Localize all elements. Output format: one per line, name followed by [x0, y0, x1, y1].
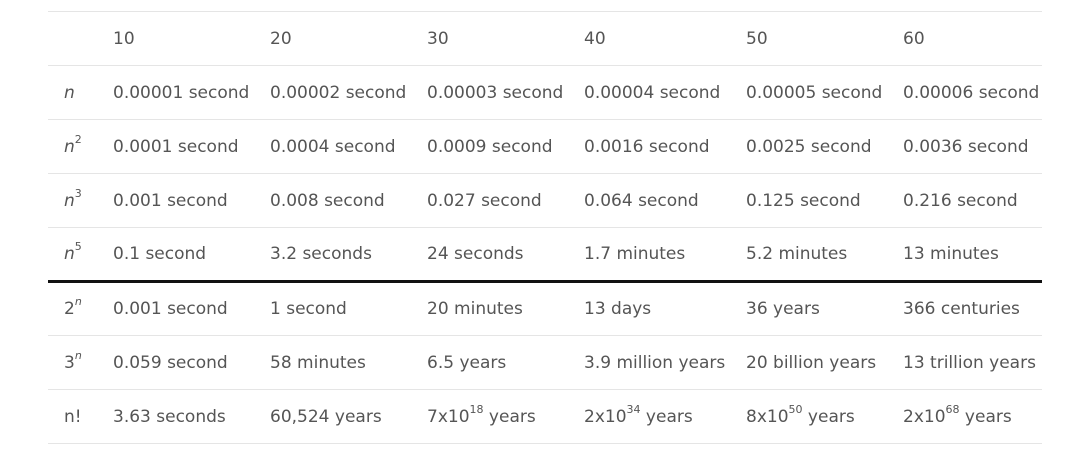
- function-exponent: 5: [74, 240, 82, 254]
- corner-cell: [48, 12, 113, 66]
- time-cell: 60,524 years: [270, 406, 382, 427]
- time-cell: 7x1018 years: [427, 390, 584, 444]
- row-function-label: 3n: [48, 336, 113, 390]
- time-cell: 13 days: [584, 299, 652, 319]
- time-cell: 0.00006 second: [903, 82, 1040, 103]
- function-exponent: 2: [74, 132, 82, 146]
- function-exponent: 3: [74, 186, 82, 200]
- time-cell: 58 minutes: [270, 352, 366, 373]
- time-cell: 13 minutes: [903, 244, 999, 264]
- time-exponent: 18: [469, 402, 484, 416]
- time-cell: 0.001 second: [113, 299, 228, 319]
- function-exponent: n: [74, 295, 82, 309]
- table-row: n5 0.1 second 3.2 seconds 24 seconds 1.7 min…: [48, 227, 1042, 282]
- time-cell: 6.5 years: [427, 352, 507, 373]
- time-cell: 13 trillion years: [903, 352, 1036, 373]
- time-cell: 0.00002 second: [270, 82, 407, 103]
- time-mantissa: 8x10: [746, 406, 789, 427]
- time-cell: 0.0001 second: [113, 136, 239, 157]
- row-function-label: n5: [48, 228, 113, 282]
- time-cell: 20 billion years: [746, 352, 877, 373]
- time-cell: 1.7 minutes: [584, 244, 686, 264]
- time-cell: 0.00003 second: [427, 82, 564, 103]
- time-cell: 0.00005 second: [746, 82, 883, 103]
- table-row: 3n 0.059 second 58 minutes 6.5 years 3.9 mil…: [48, 335, 1042, 390]
- time-cell: 0.125 second: [746, 190, 861, 211]
- row-function-label: n3: [48, 174, 113, 228]
- header-cell-n: 40: [584, 28, 606, 49]
- header-cell-n: 10: [113, 28, 135, 49]
- time-cell: 0.059 second: [113, 352, 228, 373]
- header-cell-n: 20: [270, 28, 292, 49]
- time-exponent: 50: [788, 402, 803, 416]
- time-cell: 0.0016 second: [584, 136, 710, 157]
- time-mantissa: 2x10: [903, 406, 946, 427]
- table-row: n3 0.001 second 0.008 second 0.027 second 0.…: [48, 173, 1042, 228]
- table-row: n 0.00001 second 0.00002 second 0.00003 sec…: [48, 65, 1042, 120]
- growth-rate-table: 10 20 30 40 50 60 n 0.00001 second 0.00002…: [48, 11, 1042, 444]
- time-cell: 0.0036 second: [903, 136, 1029, 157]
- row-function-label: n: [48, 66, 113, 120]
- time-cell: 36 years: [746, 299, 820, 319]
- time-mantissa: 2x10: [584, 406, 627, 427]
- function-base: n!: [64, 406, 82, 427]
- time-cell: 0.1 second: [113, 244, 207, 264]
- time-cell: 0.0004 second: [270, 136, 396, 157]
- time-cell: 366 centuries: [903, 299, 1020, 319]
- function-base: 3: [64, 352, 75, 373]
- function-base: n: [64, 136, 75, 157]
- time-cell: 3.63 seconds: [113, 406, 226, 427]
- table-row: 2n 0.001 second 1 second 20 minutes 13 days 3…: [48, 281, 1042, 336]
- time-cell: 0.0009 second: [427, 136, 553, 157]
- time-cell: 24 seconds: [427, 244, 524, 264]
- time-cell: 3.9 million years: [584, 352, 726, 373]
- function-base: n: [64, 244, 75, 264]
- time-cell: 0.008 second: [270, 190, 385, 211]
- time-cell: 0.027 second: [427, 190, 542, 211]
- time-unit: years: [802, 406, 855, 427]
- time-unit: years: [959, 406, 1012, 427]
- row-function-label: n!: [48, 390, 113, 444]
- time-cell: 0.001 second: [113, 190, 228, 211]
- time-cell: 3.2 seconds: [270, 244, 372, 264]
- function-base: n: [64, 82, 75, 103]
- header-cell-n: 50: [746, 28, 768, 49]
- table-row: n2 0.0001 second 0.0004 second 0.0009 secon…: [48, 119, 1042, 174]
- time-cell: 0.064 second: [584, 190, 699, 211]
- time-cell: 1 second: [270, 299, 347, 319]
- time-exponent: 68: [945, 402, 960, 416]
- function-base: n: [64, 190, 75, 211]
- table-row: n! 3.63 seconds 60,524 years 7x1018 years 2x…: [48, 389, 1042, 444]
- function-base: 2: [64, 299, 75, 319]
- time-exponent: 34: [626, 402, 641, 416]
- row-function-label: n2: [48, 120, 113, 174]
- header-row: 10 20 30 40 50 60: [48, 11, 1042, 66]
- time-cell: 0.216 second: [903, 190, 1018, 211]
- time-cell: 2x1034 years: [584, 390, 746, 444]
- time-cell: 0.00001 second: [113, 82, 250, 103]
- time-unit: years: [483, 406, 536, 427]
- time-cell: 20 minutes: [427, 299, 523, 319]
- time-cell: 0.00004 second: [584, 82, 721, 103]
- complexity-table-container: 10 20 30 40 50 60 n 0.00001 second 0.00002…: [48, 11, 1042, 444]
- time-cell: 8x1050 years: [746, 390, 903, 444]
- row-function-label: 2n: [48, 282, 113, 336]
- function-exponent: n: [74, 348, 82, 362]
- header-cell-n: 30: [427, 28, 449, 49]
- time-unit: years: [640, 406, 693, 427]
- time-cell: 5.2 minutes: [746, 244, 848, 264]
- time-cell: 2x1068 years: [903, 390, 1042, 444]
- time-mantissa: 7x10: [427, 406, 470, 427]
- time-cell: 0.0025 second: [746, 136, 872, 157]
- header-cell-n: 60: [903, 28, 925, 49]
